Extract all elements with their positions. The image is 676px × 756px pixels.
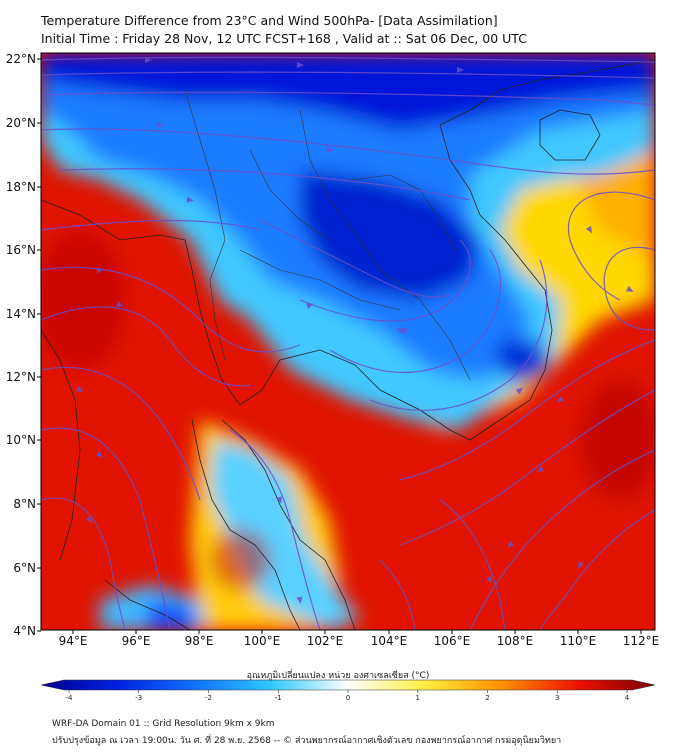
lat-label: 10°N — [6, 433, 36, 447]
wind-arrow — [296, 596, 303, 604]
colorbar-tick-label: 1 — [416, 694, 420, 702]
latitude-axis: 22°N 20°N 18°N 16°N 14°N 12°N 10°N 8°N 6°N 4°N — [6, 52, 41, 638]
streamline — [41, 366, 201, 501]
streamline — [229, 429, 321, 630]
streamline — [603, 246, 655, 331]
colorbar-tick-label: 2 — [485, 694, 489, 702]
lon-label: 112°E — [623, 634, 660, 648]
streamline — [399, 339, 655, 481]
streamline — [259, 219, 451, 298]
streamline — [299, 239, 471, 322]
streamline — [41, 56, 655, 63]
streamline — [41, 497, 126, 630]
colorbar-tick-label: 0 — [346, 694, 350, 702]
streamline — [41, 427, 171, 630]
colorbar-tick-label: -2 — [205, 694, 212, 702]
streamline — [469, 449, 655, 630]
model-info: WRF-DA Domain 01 :: Grid Resolution 9km … — [52, 719, 275, 729]
streamline — [539, 509, 655, 630]
wind-arrow — [578, 560, 585, 569]
colorbar-tick-label: -1 — [275, 694, 282, 702]
lat-label: 14°N — [6, 307, 36, 321]
colorbar: -4 -3 -2 -1 0 1 2 3 4 — [40, 679, 656, 702]
colorbar-tick-label: 3 — [555, 694, 559, 702]
lat-label: 6°N — [13, 561, 36, 575]
lat-label: 22°N — [6, 52, 36, 66]
wind-arrow — [625, 285, 634, 292]
longitude-axis: 94°E 96°E 98°E 100°E 102°E 104°E 106°E 108°E 110… — [59, 630, 660, 648]
lon-label: 100°E — [244, 634, 281, 648]
temperature-field — [41, 53, 655, 630]
colorbar-tick-label: 4 — [625, 694, 630, 702]
colorbar-title: อุณหภูมิเปลี่ยนแปลง หน่วย องศาเซลเซียส (… — [246, 671, 430, 681]
wind-arrow — [556, 395, 565, 402]
country-borders — [184, 89, 471, 381]
wind-arrow — [507, 540, 515, 549]
map-frame — [40, 52, 656, 631]
wind-arrow — [96, 267, 104, 274]
wind-streamlines — [41, 56, 655, 630]
streamline — [399, 389, 655, 546]
streamline — [379, 559, 416, 630]
lat-label: 12°N — [6, 370, 36, 384]
wind-arrow — [85, 515, 92, 524]
wind-arrow — [457, 67, 464, 73]
wind-arrow — [515, 387, 524, 395]
wind-arrow — [486, 576, 492, 584]
lat-label: 8°N — [13, 497, 36, 511]
lon-label: 108°E — [497, 634, 534, 648]
wind-arrow — [116, 301, 124, 307]
colorbar-tick-label: -4 — [66, 694, 74, 702]
lon-label: 106°E — [434, 634, 471, 648]
wind-arrow — [536, 465, 545, 472]
chart-title: Temperature Difference from 23°C and Win… — [41, 13, 498, 28]
wind-arrow — [156, 121, 164, 128]
lat-label: 16°N — [6, 243, 36, 257]
wind-arrow — [186, 196, 194, 203]
streamline — [41, 128, 655, 175]
wind-arrow — [326, 146, 334, 153]
wind-arrow — [396, 328, 404, 334]
colorbar-tick-label: -3 — [135, 694, 142, 702]
lon-label: 98°E — [185, 634, 214, 648]
streamline — [329, 249, 501, 373]
streamline — [439, 499, 506, 630]
streamline — [41, 266, 301, 353]
streamline — [41, 71, 655, 79]
lat-label: 4°N — [13, 624, 36, 638]
wind-arrow — [95, 450, 104, 458]
lon-label: 102°E — [307, 634, 344, 648]
lon-label: 104°E — [371, 634, 408, 648]
wind-arrow — [75, 385, 84, 392]
lat-label: 18°N — [6, 180, 36, 194]
wind-arrow — [306, 303, 314, 309]
streamline — [369, 259, 548, 411]
wind-arrow — [145, 57, 152, 63]
lon-label: 96°E — [122, 634, 151, 648]
streamline — [41, 306, 251, 387]
credit-line: ปรับปรุงข้อมูล ณ เวลา 19:00น. วัน ศ. ที่… — [52, 736, 562, 746]
lat-label: 20°N — [6, 116, 36, 130]
streamline — [567, 191, 655, 301]
chart-subtitle: Initial Time : Friday 28 Nov, 12 UTC FCS… — [41, 31, 527, 46]
streamline — [41, 91, 655, 106]
streamline — [59, 168, 471, 201]
wind-arrow — [585, 225, 592, 234]
streamline — [41, 219, 261, 231]
wind-arrow — [276, 496, 282, 504]
lon-label: 94°E — [59, 634, 88, 648]
lon-label: 110°E — [560, 634, 597, 648]
wind-arrow — [297, 62, 304, 68]
